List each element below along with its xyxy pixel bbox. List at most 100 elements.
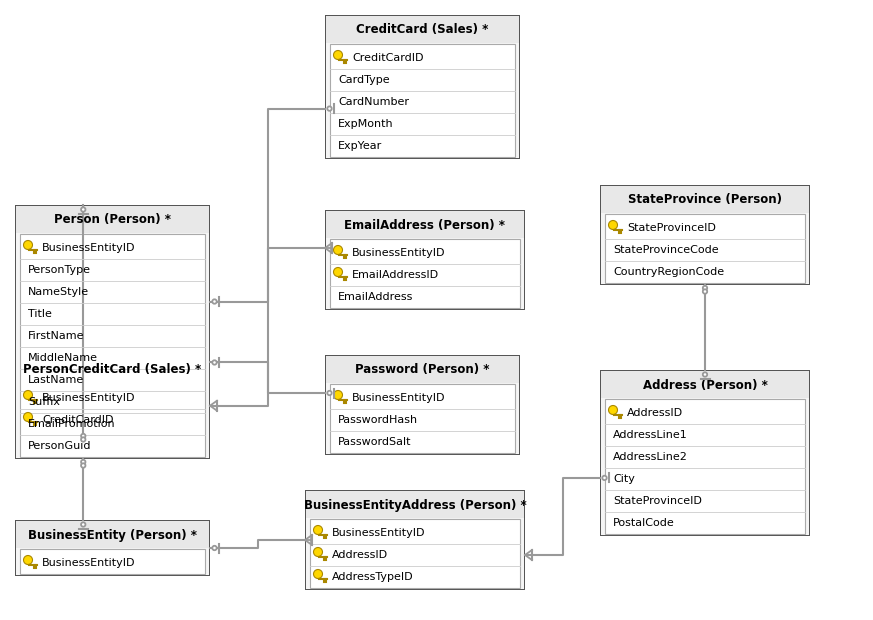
Bar xyxy=(15,205,210,459)
Text: Person (Person) *: Person (Person) * xyxy=(54,213,171,226)
Bar xyxy=(326,16,519,43)
Bar xyxy=(325,210,525,310)
Text: ExpYear: ExpYear xyxy=(338,141,382,151)
Text: AddressLine2: AddressLine2 xyxy=(613,452,688,462)
Circle shape xyxy=(703,286,707,290)
Text: Suffix: Suffix xyxy=(28,397,60,407)
Text: Title: Title xyxy=(28,309,52,319)
Bar xyxy=(330,239,520,308)
Bar xyxy=(326,383,519,454)
Bar xyxy=(601,371,809,398)
Circle shape xyxy=(24,391,32,399)
Bar xyxy=(16,356,209,383)
Circle shape xyxy=(24,556,32,564)
Bar xyxy=(15,355,210,433)
Circle shape xyxy=(703,372,707,377)
Bar xyxy=(326,356,519,383)
Text: CreditCardID: CreditCardID xyxy=(42,415,113,425)
Bar xyxy=(325,355,520,455)
Bar xyxy=(605,214,805,283)
Bar xyxy=(330,44,515,157)
Text: BusinessEntityID: BusinessEntityID xyxy=(42,243,135,253)
Text: CardNumber: CardNumber xyxy=(338,97,409,107)
Bar xyxy=(326,238,524,309)
Bar xyxy=(306,491,524,518)
Bar xyxy=(20,384,205,431)
Text: CountryRegionCode: CountryRegionCode xyxy=(613,267,724,277)
Circle shape xyxy=(327,391,332,395)
Text: ExpMonth: ExpMonth xyxy=(338,119,394,129)
Circle shape xyxy=(333,267,342,277)
Bar xyxy=(16,521,209,548)
Text: Address (Person) *: Address (Person) * xyxy=(643,378,767,391)
Text: BusinessEntityID: BusinessEntityID xyxy=(352,248,445,258)
Circle shape xyxy=(212,299,217,304)
Text: EmailAddress: EmailAddress xyxy=(338,292,414,302)
Text: AddressID: AddressID xyxy=(332,550,388,560)
Circle shape xyxy=(81,463,86,467)
Text: PostalCode: PostalCode xyxy=(613,518,675,528)
Bar xyxy=(16,383,209,432)
Bar xyxy=(601,186,809,213)
Circle shape xyxy=(608,405,617,415)
Text: PersonGuid: PersonGuid xyxy=(28,441,92,451)
Bar xyxy=(600,370,810,536)
Bar xyxy=(601,398,809,535)
Text: City: City xyxy=(613,474,635,484)
Bar xyxy=(326,211,524,238)
Circle shape xyxy=(212,360,217,365)
Circle shape xyxy=(81,207,86,211)
Bar xyxy=(305,490,525,590)
Text: PasswordSalt: PasswordSalt xyxy=(338,437,411,447)
Bar xyxy=(605,399,805,534)
Text: PersonType: PersonType xyxy=(28,265,91,275)
Circle shape xyxy=(81,522,86,527)
Bar xyxy=(16,206,209,233)
Text: BusinessEntityAddress (Person) *: BusinessEntityAddress (Person) * xyxy=(304,498,526,511)
Text: BusinessEntityID: BusinessEntityID xyxy=(42,393,135,403)
Bar xyxy=(601,213,809,284)
Bar xyxy=(16,548,209,575)
Circle shape xyxy=(81,434,86,438)
Circle shape xyxy=(313,547,322,557)
Text: BusinessEntity (Person) *: BusinessEntity (Person) * xyxy=(28,528,197,541)
Text: PersonCreditCard (Sales) *: PersonCreditCard (Sales) * xyxy=(24,363,202,376)
Circle shape xyxy=(333,50,342,60)
Bar xyxy=(16,233,209,458)
Bar xyxy=(15,520,210,576)
Circle shape xyxy=(313,570,322,578)
Text: AddressLine1: AddressLine1 xyxy=(613,430,688,440)
Text: StateProvinceCode: StateProvinceCode xyxy=(613,245,718,255)
Text: StateProvince (Person): StateProvince (Person) xyxy=(628,193,782,206)
Text: StateProvinceID: StateProvinceID xyxy=(627,223,716,233)
Circle shape xyxy=(24,412,32,422)
Text: CardType: CardType xyxy=(338,75,389,85)
Text: BusinessEntityID: BusinessEntityID xyxy=(352,393,445,403)
Circle shape xyxy=(81,437,86,441)
Circle shape xyxy=(608,221,617,229)
Text: EmailAddress (Person) *: EmailAddress (Person) * xyxy=(345,218,505,231)
Text: StateProvinceID: StateProvinceID xyxy=(613,496,702,506)
Bar xyxy=(310,519,520,588)
Text: AddressTypeID: AddressTypeID xyxy=(332,572,414,582)
Bar xyxy=(20,549,205,574)
Text: FirstName: FirstName xyxy=(28,331,85,341)
Text: EmailAddressID: EmailAddressID xyxy=(352,270,439,280)
Bar xyxy=(20,234,205,457)
Text: BusinessEntityID: BusinessEntityID xyxy=(42,558,135,568)
Bar xyxy=(330,384,515,453)
Circle shape xyxy=(24,241,32,249)
Text: AddressID: AddressID xyxy=(627,408,684,418)
Text: Password (Person) *: Password (Person) * xyxy=(355,363,490,376)
Bar xyxy=(600,185,810,285)
Text: CreditCard (Sales) *: CreditCard (Sales) * xyxy=(356,24,489,37)
Circle shape xyxy=(212,546,217,550)
Circle shape xyxy=(703,290,707,294)
Circle shape xyxy=(602,476,607,480)
Circle shape xyxy=(81,460,86,464)
Bar xyxy=(326,43,519,158)
Text: LastName: LastName xyxy=(28,375,85,385)
Text: MiddleName: MiddleName xyxy=(28,353,98,363)
Text: CreditCardID: CreditCardID xyxy=(352,53,423,63)
Text: PasswordHash: PasswordHash xyxy=(338,415,418,425)
